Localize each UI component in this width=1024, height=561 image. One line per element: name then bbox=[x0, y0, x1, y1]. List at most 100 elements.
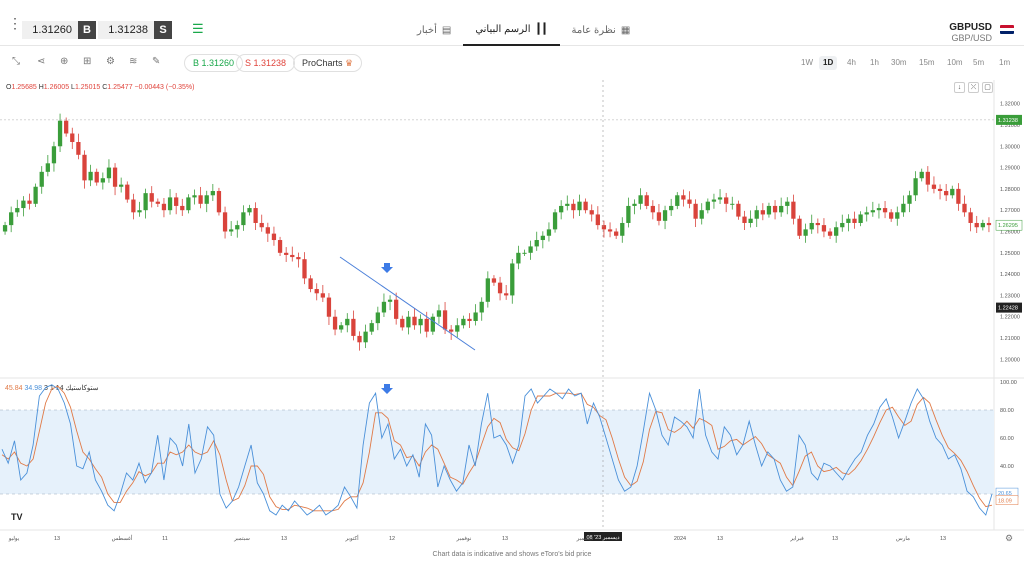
timeframe-4h[interactable]: 4h bbox=[847, 58, 856, 67]
timeframe-15m[interactable]: 15m bbox=[919, 58, 935, 67]
candle-body bbox=[82, 154, 87, 181]
candle-body bbox=[785, 201, 790, 206]
candle-body bbox=[436, 310, 442, 317]
candle-body bbox=[424, 318, 429, 332]
candle-body bbox=[2, 225, 8, 232]
more-menu-icon[interactable]: ⋮ bbox=[8, 15, 22, 31]
candle-body bbox=[473, 312, 478, 321]
candle-body bbox=[222, 212, 228, 232]
time-tick-label: 13 bbox=[832, 536, 838, 542]
candle-body bbox=[21, 200, 26, 209]
candle-body bbox=[290, 254, 295, 258]
candle-body bbox=[522, 252, 527, 254]
draw-icon[interactable]: ✎ bbox=[152, 56, 161, 67]
watchlist-add-icon[interactable]: ☰ bbox=[192, 21, 204, 36]
share-icon[interactable]: ⋖ bbox=[37, 56, 46, 67]
candle-body bbox=[143, 193, 148, 211]
stochastic-name: ستوكاستيك bbox=[65, 385, 99, 392]
candle-body bbox=[638, 195, 643, 204]
compare-icon[interactable]: ⊞ bbox=[83, 56, 92, 67]
stochastic-d-value: 45.84 bbox=[5, 385, 23, 392]
candle-body bbox=[112, 167, 118, 187]
candle-body bbox=[766, 205, 772, 215]
sell-button[interactable]: S bbox=[154, 21, 172, 39]
indicators-icon[interactable]: ≋ bbox=[129, 56, 138, 67]
add-indicator-icon[interactable]: ⊕ bbox=[60, 56, 69, 67]
timeframe-1m[interactable]: 1m bbox=[999, 58, 1011, 67]
settings-icon[interactable]: ⚙ bbox=[106, 56, 115, 67]
candle-body bbox=[314, 289, 319, 294]
low-label: L bbox=[71, 84, 75, 91]
down-arrow-icon bbox=[381, 263, 393, 273]
axis-settings-icon[interactable]: ⚙ bbox=[1005, 533, 1014, 543]
tab-news[interactable]: أخبار ▤ bbox=[405, 14, 463, 46]
candle-body bbox=[174, 197, 179, 206]
candle-body bbox=[974, 222, 979, 228]
time-tick-label: 13 bbox=[502, 536, 508, 542]
candle-body bbox=[57, 120, 63, 147]
candle-body bbox=[198, 195, 203, 204]
tab-chart-label: الرسم البياني bbox=[475, 23, 531, 35]
time-tick-label: أغسطس bbox=[112, 533, 133, 542]
candle-body bbox=[326, 297, 332, 317]
candle-body bbox=[155, 201, 160, 204]
tab-chart[interactable]: الرسم البياني ┃┃ bbox=[463, 14, 560, 46]
timeframe-5m[interactable]: 5m bbox=[973, 58, 985, 67]
crosshair-date-label: 08 '23 ديسمبر bbox=[586, 535, 620, 541]
candle-body bbox=[430, 316, 435, 332]
candle-body bbox=[387, 299, 393, 302]
candle-body bbox=[827, 231, 833, 236]
candle-body bbox=[351, 318, 356, 336]
candle-body bbox=[253, 208, 258, 223]
fullscreen-icon[interactable]: ▢ bbox=[982, 82, 993, 93]
procharts-button[interactable]: ProCharts ♛ bbox=[293, 54, 363, 72]
candle-body bbox=[406, 316, 411, 328]
time-tick-label: فبراير bbox=[789, 535, 804, 542]
candle-body bbox=[614, 231, 619, 236]
time-tick-label: 13 bbox=[54, 536, 60, 542]
candle-body bbox=[381, 301, 387, 313]
change-value: −0.00443 (−0.35%) bbox=[134, 84, 195, 91]
open-value: 1.25685 bbox=[11, 84, 37, 91]
timeframe-10m[interactable]: 10m bbox=[947, 58, 963, 67]
candle-body bbox=[106, 167, 112, 179]
candle-body bbox=[907, 195, 912, 204]
buy-quote[interactable]: 1.31260 B bbox=[22, 21, 96, 39]
time-tick-label: يوليو bbox=[8, 535, 20, 542]
timeframe-1w[interactable]: 1W bbox=[801, 58, 813, 67]
tab-news-label: أخبار bbox=[417, 24, 437, 36]
candle-body bbox=[455, 325, 460, 332]
time-tick-label: 11 bbox=[162, 536, 168, 542]
sell-quote[interactable]: 1.31238 S bbox=[98, 21, 172, 39]
candle-body bbox=[137, 210, 142, 213]
osc-tick-label: 60.00 bbox=[1000, 436, 1014, 442]
candle-body bbox=[919, 171, 924, 179]
d-last-label: 18.09 bbox=[998, 499, 1012, 505]
tradingview-logo: TV bbox=[11, 512, 23, 522]
candle-body bbox=[45, 163, 50, 172]
candle-body bbox=[418, 318, 423, 326]
candle-body bbox=[876, 208, 882, 211]
candle-body bbox=[308, 278, 313, 290]
candle-body bbox=[791, 201, 796, 219]
timeframe-1d[interactable]: 1D bbox=[819, 56, 838, 70]
timeframe-30m[interactable]: 30m bbox=[891, 58, 907, 67]
timeframe-1h[interactable]: 1h bbox=[870, 58, 879, 67]
price-tick-label: 1.29000 bbox=[1000, 166, 1020, 172]
tab-overview[interactable]: نظرة عامة ▦ bbox=[560, 14, 643, 46]
price-tick-label: 1.26000 bbox=[1000, 230, 1020, 236]
sell-price: 1.31238 bbox=[98, 21, 154, 39]
buy-button[interactable]: B bbox=[78, 21, 96, 39]
candle-body bbox=[656, 212, 662, 221]
crosshair-date-box bbox=[584, 532, 622, 541]
scroll-down-icon[interactable]: ↓ bbox=[954, 82, 965, 93]
candle-body bbox=[968, 212, 973, 223]
chart-canvas[interactable]: 1.32000 1.31000 1.30000 1.29000 1.28000 1.270… bbox=[0, 0, 1024, 548]
time-tick-label: 13 bbox=[940, 536, 946, 542]
fit-icon[interactable]: ⤫ bbox=[968, 82, 979, 93]
last-close-label: 1.26295 bbox=[998, 223, 1018, 229]
collapse-icon[interactable]: ⤡ bbox=[12, 56, 20, 67]
candle-body bbox=[76, 142, 81, 155]
high-value: 1.26005 bbox=[43, 84, 70, 91]
candle-body bbox=[204, 195, 209, 204]
